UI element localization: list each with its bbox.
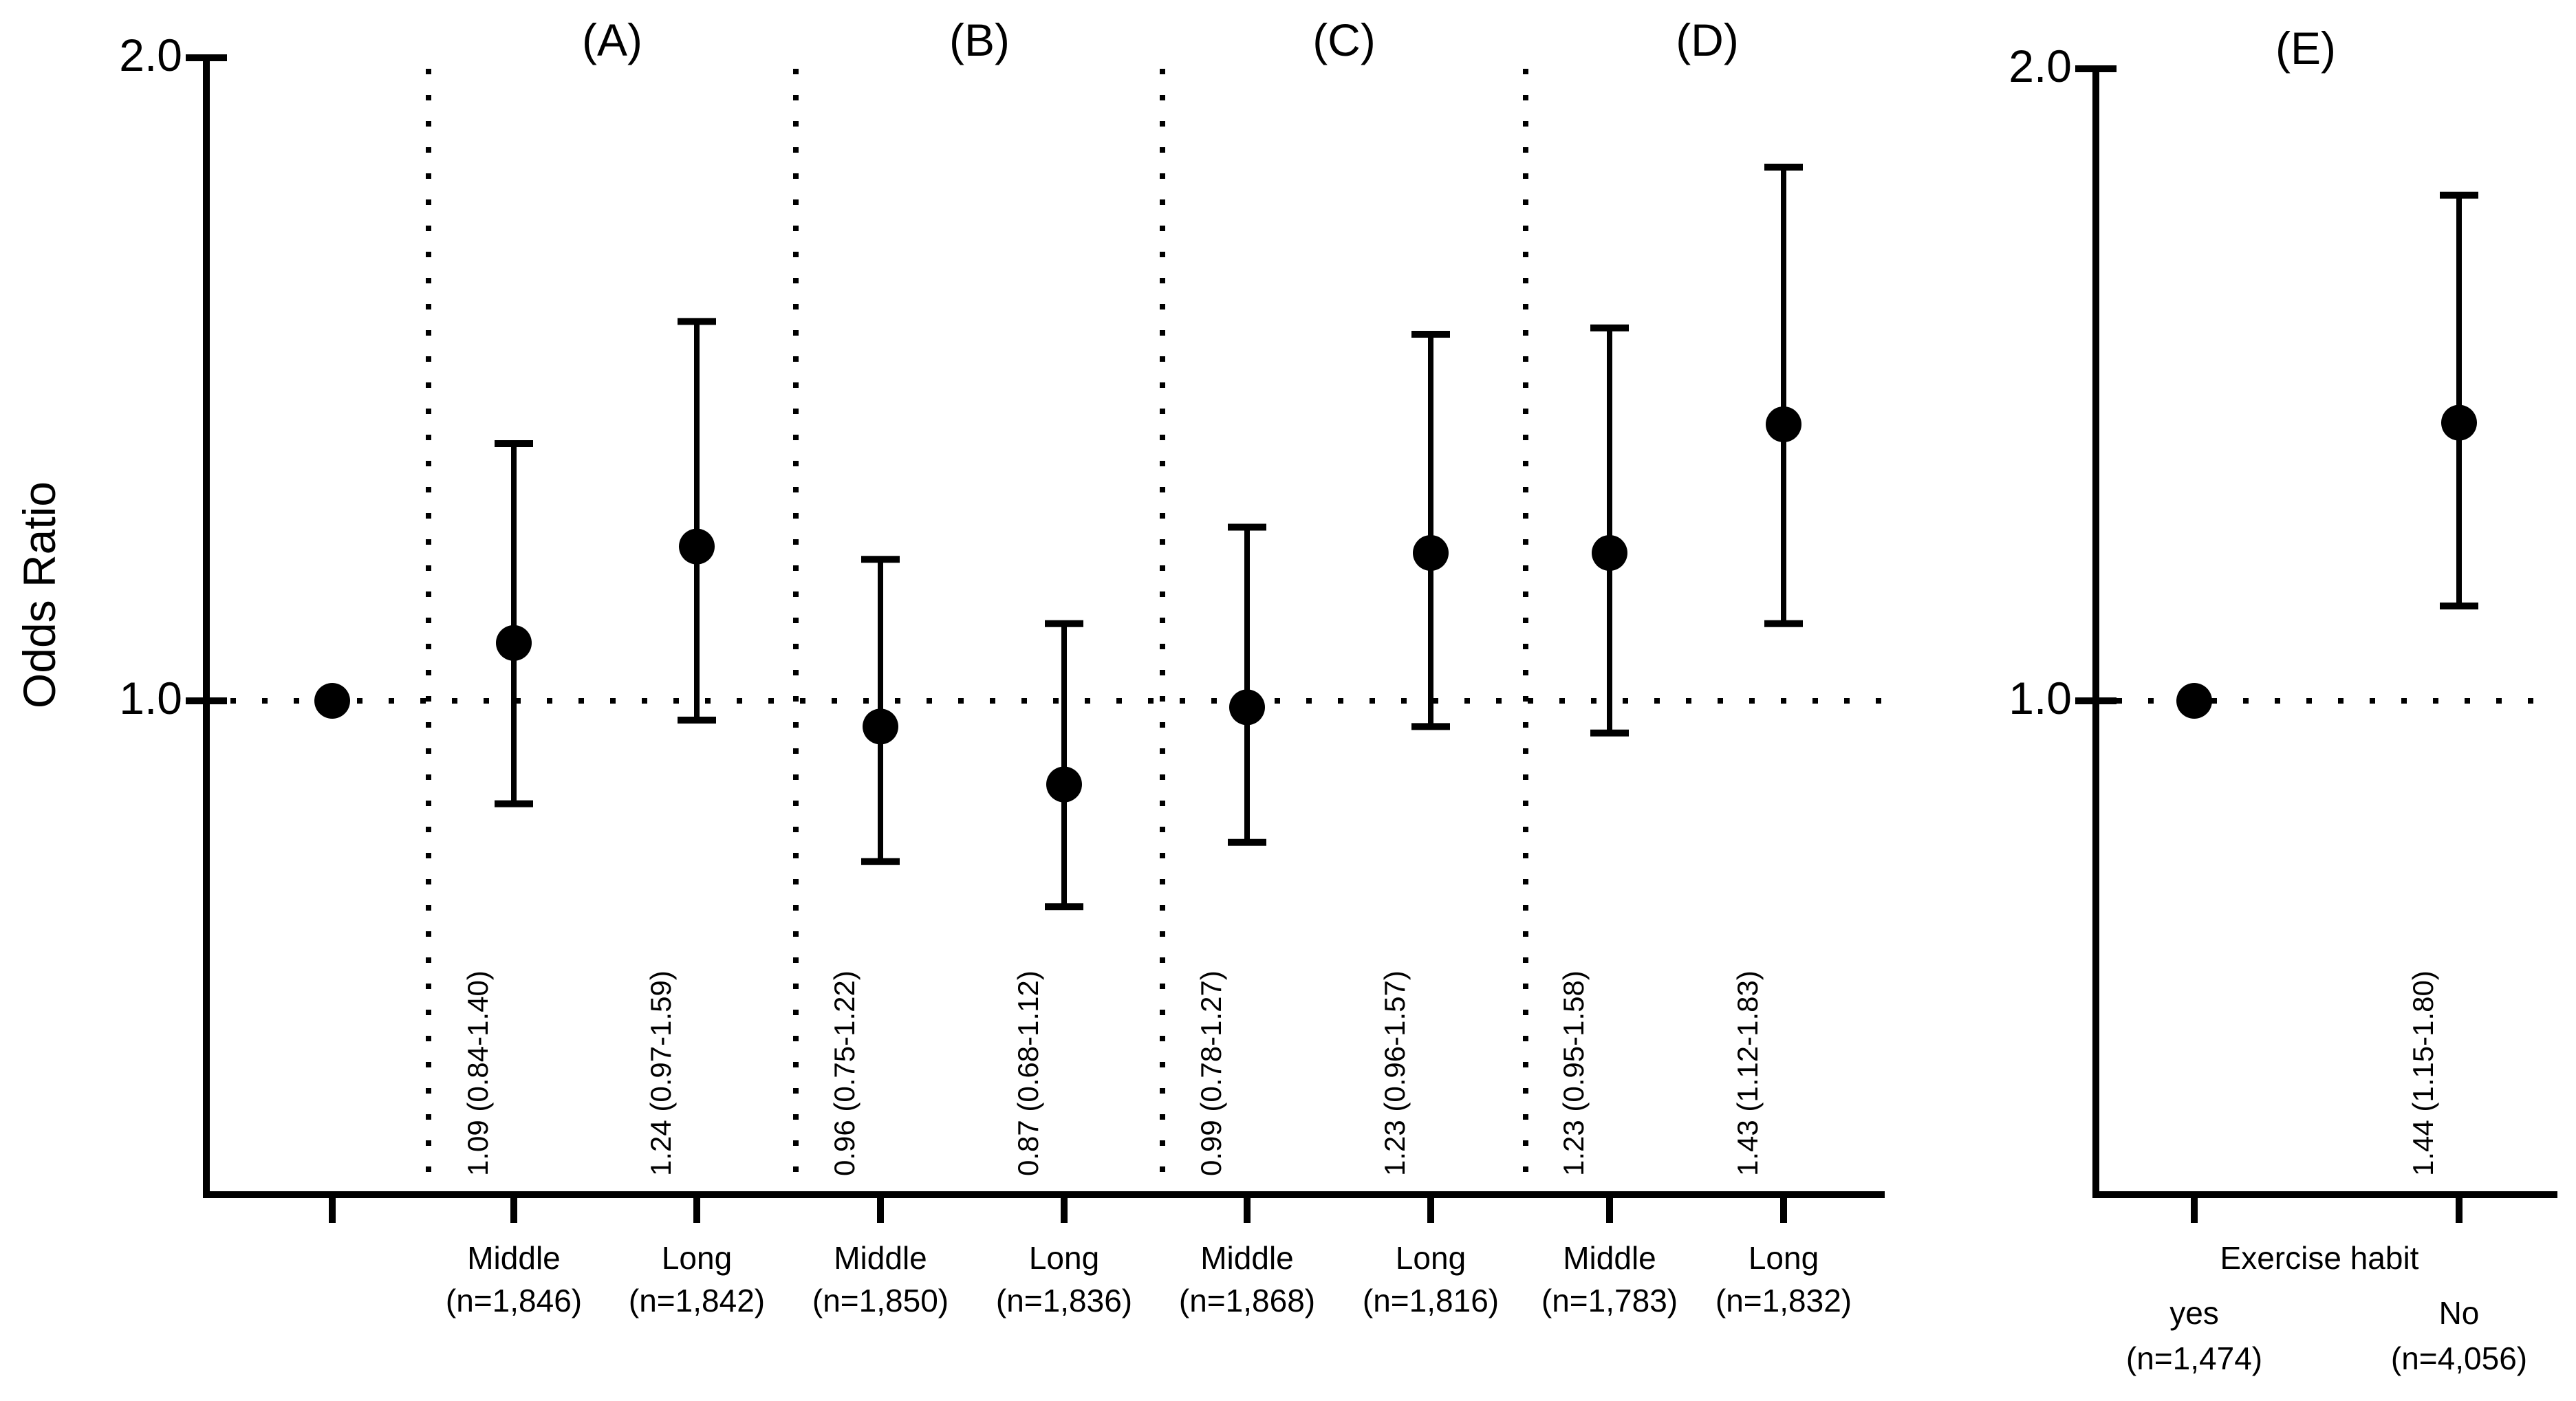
panel-header-e: (E): [2275, 23, 2336, 74]
series-annotation: 1.23 (0.96-1.57): [1378, 970, 1411, 1176]
category-name: Long: [1748, 1240, 1819, 1276]
category-n: (n=1,474): [2125, 1340, 2263, 1376]
category-name: Long: [661, 1240, 733, 1276]
panel-e-series-data-point: [2441, 404, 2477, 441]
panel-e-category-label: No (n=4,056): [2391, 1290, 2527, 1381]
category-name: Middle: [834, 1240, 927, 1276]
category-name: No: [2438, 1295, 2480, 1331]
series-data-point: [1229, 689, 1265, 726]
category-n: (n=1,850): [812, 1283, 949, 1318]
series-data-point: [1766, 406, 1801, 442]
series-annotation: 1.23 (0.95-1.58): [1557, 970, 1590, 1176]
y-tick-label-1-panel-e: 1.0: [2009, 673, 2072, 724]
series-annotation: 1.43 (1.12-1.83): [1731, 970, 1764, 1176]
category-label: Long (n=1,836): [996, 1237, 1132, 1322]
panel-e-x-axis-title: Exercise habit: [2220, 1240, 2419, 1276]
series-data-point: [496, 625, 532, 661]
category-name: Long: [1028, 1240, 1100, 1276]
category-n: (n=4,056): [2390, 1340, 2528, 1376]
category-n: (n=1,846): [445, 1283, 583, 1318]
category-n: (n=1,836): [995, 1283, 1133, 1318]
series-data-point: [679, 528, 715, 565]
category-label: Long (n=1,842): [629, 1237, 765, 1322]
category-name: Middle: [1563, 1240, 1656, 1276]
panel-e-category-label: yes (n=1,474): [2126, 1290, 2262, 1381]
y-axis-title: Odds Ratio: [14, 481, 65, 709]
category-name: yes: [2169, 1295, 2219, 1331]
panel-header-d: (D): [1676, 14, 1739, 65]
category-n: (n=1,816): [1362, 1283, 1500, 1318]
series-data-point: [1592, 534, 1627, 571]
y-tick-label-2-panel-e: 2.0: [2009, 41, 2072, 91]
y-tick-label-1: 1.0: [119, 673, 182, 724]
category-label: Long (n=1,832): [1715, 1237, 1852, 1322]
panel-e-series-annotation: 1.44 (1.15-1.80): [2407, 970, 2439, 1176]
category-label: Middle (n=1,850): [812, 1237, 949, 1322]
category-label: Long (n=1,816): [1363, 1237, 1499, 1322]
category-n: (n=1,783): [1541, 1283, 1678, 1318]
panel-header-b: (B): [949, 14, 1010, 65]
category-label: Middle (n=1,783): [1541, 1237, 1678, 1322]
category-n: (n=1,868): [1178, 1283, 1316, 1318]
reference-data-point: [314, 683, 350, 719]
category-name: Long: [1395, 1240, 1466, 1276]
series-annotation: 0.96 (0.75-1.22): [828, 970, 861, 1176]
category-n: (n=1,832): [1715, 1283, 1852, 1318]
category-label: Middle (n=1,846): [446, 1237, 582, 1322]
panel-header-c: (C): [1312, 14, 1376, 65]
category-n: (n=1,842): [628, 1283, 766, 1318]
category-name: Middle: [467, 1240, 561, 1276]
series-data-point: [1413, 534, 1449, 571]
panel-header-a: (A): [582, 14, 642, 65]
category-label: Middle (n=1,868): [1179, 1237, 1315, 1322]
series-data-point: [863, 708, 898, 745]
series-annotation: 0.87 (0.68-1.12): [1012, 970, 1044, 1176]
series-annotation: 1.09 (0.84-1.40): [462, 970, 494, 1176]
category-name: Middle: [1200, 1240, 1294, 1276]
panel-e-series-data-point: [2176, 683, 2212, 719]
series-annotation: 1.24 (0.97-1.59): [645, 970, 677, 1176]
series-annotation: 0.99 (0.78-1.27): [1195, 970, 1227, 1176]
y-tick-label-2: 2.0: [119, 30, 182, 80]
series-data-point: [1046, 766, 1082, 803]
